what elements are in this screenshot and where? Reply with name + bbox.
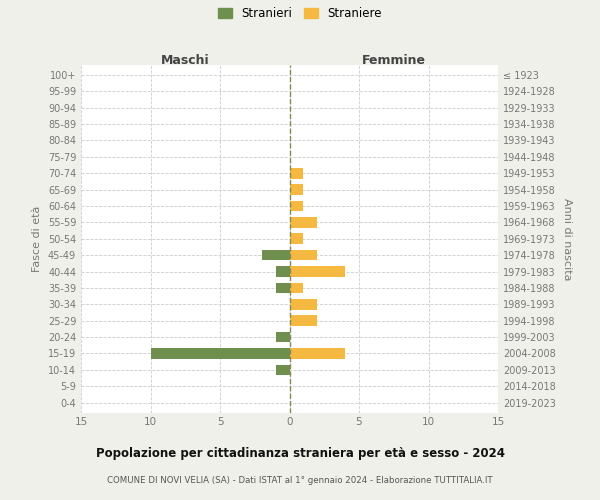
Bar bbox=[151, 348, 290, 359]
Bar bbox=[290, 200, 304, 211]
Text: Maschi: Maschi bbox=[161, 54, 209, 66]
Bar bbox=[275, 332, 290, 342]
Text: Femmine: Femmine bbox=[362, 54, 426, 66]
Bar bbox=[290, 299, 317, 310]
Bar bbox=[290, 168, 304, 178]
Y-axis label: Fasce di età: Fasce di età bbox=[32, 206, 42, 272]
Bar bbox=[275, 364, 290, 375]
Y-axis label: Anni di nascita: Anni di nascita bbox=[562, 198, 572, 280]
Bar bbox=[290, 184, 304, 195]
Bar bbox=[275, 266, 290, 277]
Bar bbox=[262, 250, 290, 260]
Bar bbox=[275, 282, 290, 294]
Text: COMUNE DI NOVI VELIA (SA) - Dati ISTAT al 1° gennaio 2024 - Elaborazione TUTTITA: COMUNE DI NOVI VELIA (SA) - Dati ISTAT a… bbox=[107, 476, 493, 485]
Text: Popolazione per cittadinanza straniera per età e sesso - 2024: Popolazione per cittadinanza straniera p… bbox=[95, 448, 505, 460]
Bar bbox=[290, 217, 317, 228]
Bar bbox=[290, 316, 317, 326]
Bar bbox=[290, 250, 317, 260]
Bar bbox=[290, 282, 304, 294]
Bar bbox=[290, 266, 345, 277]
Bar bbox=[290, 348, 345, 359]
Legend: Stranieri, Straniere: Stranieri, Straniere bbox=[213, 2, 387, 25]
Bar bbox=[290, 234, 304, 244]
